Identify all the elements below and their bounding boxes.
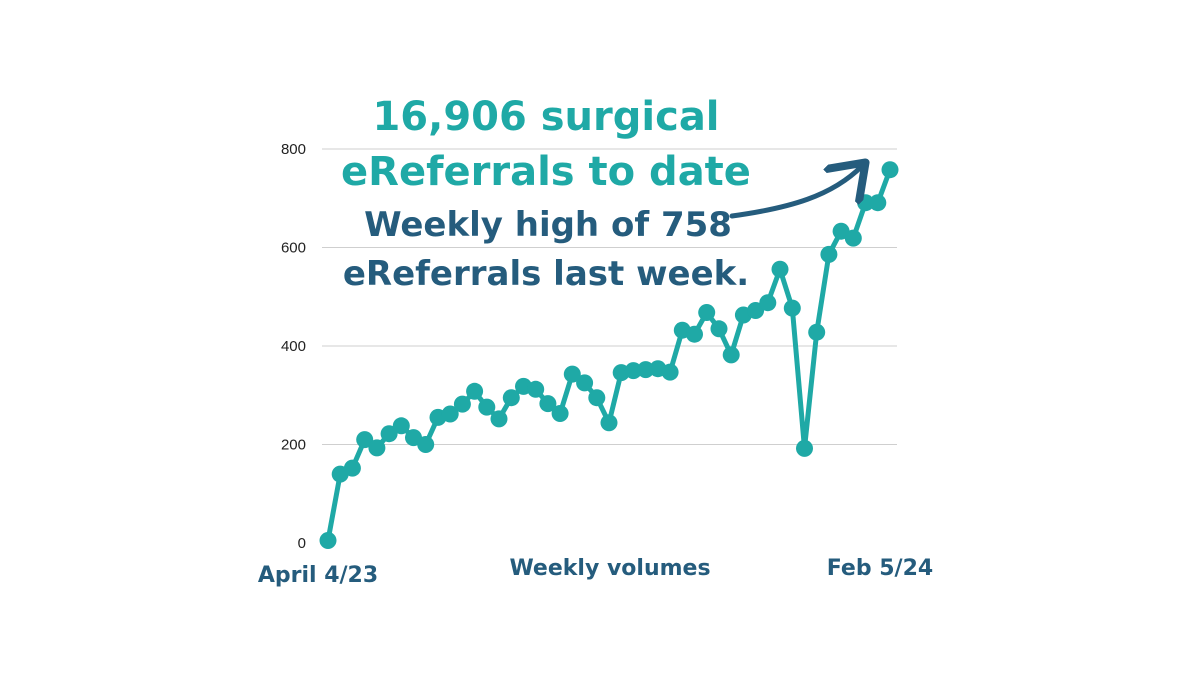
data-point [698, 304, 716, 321]
data-point [527, 380, 545, 398]
data-point [783, 299, 801, 317]
x-axis-title: Weekly volumes [509, 556, 710, 581]
data-point [551, 405, 569, 422]
data-point [869, 194, 887, 212]
y-tick-label: 400 [281, 338, 306, 355]
data-point [771, 260, 789, 278]
data-point [368, 439, 386, 457]
data-point [453, 395, 471, 413]
annotation-weekly-high-cont: eReferrals last week. [343, 254, 749, 294]
data-point [539, 395, 557, 413]
data-point [661, 363, 679, 381]
data-point [588, 389, 606, 407]
data-point [820, 245, 838, 263]
annotation-arrow [729, 166, 862, 219]
data-point [466, 382, 484, 400]
data-point [417, 436, 435, 453]
headline-total-cont: eReferrals to date [341, 149, 751, 195]
data-point [710, 320, 728, 338]
y-tick-label: 600 [281, 240, 306, 257]
y-axis-ticks: 0 200 400 600 800 [281, 141, 306, 552]
data-point [881, 161, 899, 179]
y-tick-label: 800 [281, 141, 306, 158]
data-point [759, 294, 777, 312]
data-points [319, 161, 899, 549]
data-point [600, 414, 618, 432]
data-point [747, 302, 765, 319]
annotation-weekly-high: Weekly high of 758 [364, 205, 732, 245]
y-tick-label: 0 [298, 535, 306, 552]
data-point [637, 361, 655, 379]
headline-total: 16,906 surgical [372, 94, 719, 140]
data-point [490, 410, 508, 428]
data-point [844, 229, 862, 247]
data-point [319, 532, 337, 549]
data-point [478, 398, 496, 416]
data-point [356, 431, 374, 449]
data-point [808, 323, 826, 341]
data-point [576, 374, 594, 392]
y-tick-label: 200 [281, 437, 306, 454]
data-point [624, 362, 642, 380]
data-point [502, 389, 520, 407]
data-point [380, 425, 398, 443]
data-point [343, 459, 361, 477]
data-point [441, 405, 459, 423]
data-point [563, 365, 581, 383]
data-point [722, 346, 740, 364]
x-start-label: April 4/23 [258, 563, 378, 588]
data-point [686, 325, 703, 343]
x-end-label: Feb 5/24 [827, 556, 933, 581]
data-point [392, 417, 410, 435]
data-point [796, 439, 813, 457]
